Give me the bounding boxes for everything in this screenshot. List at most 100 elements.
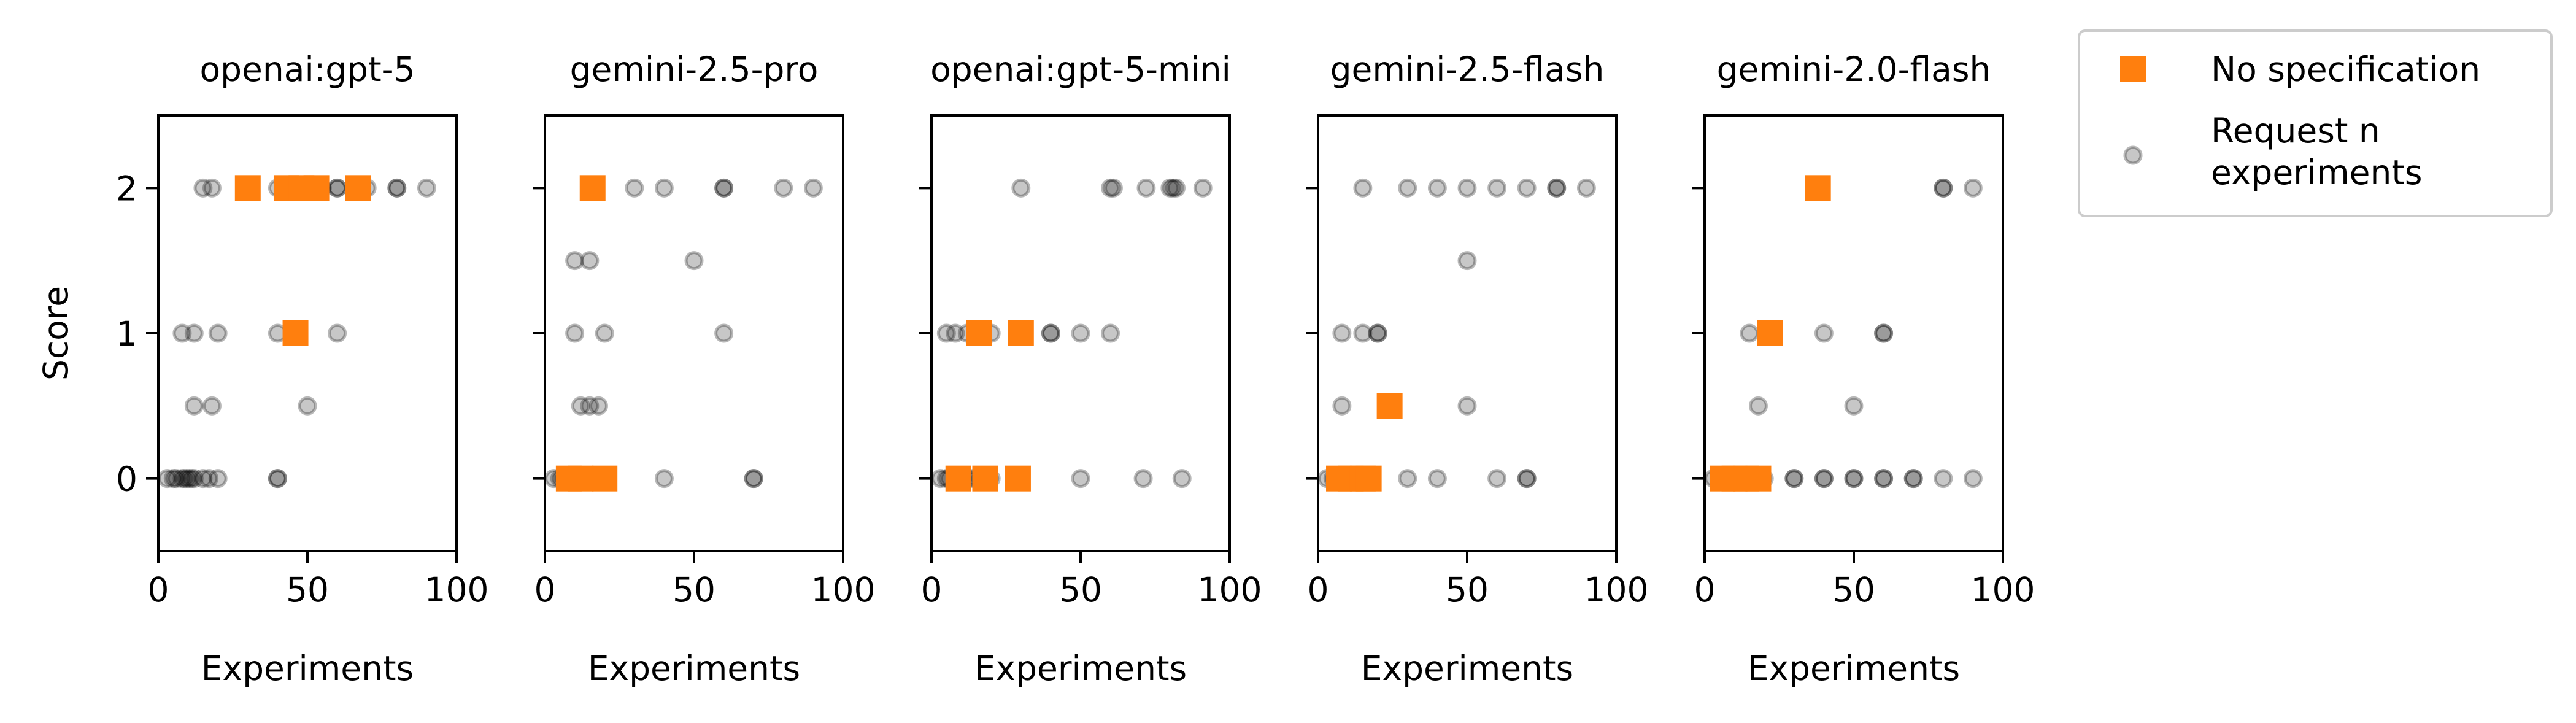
request-n-point (1163, 178, 1183, 198)
no-spec-point (234, 175, 261, 201)
request-n-point (1517, 178, 1537, 198)
request-n-point (936, 323, 956, 343)
request-n-point (1398, 469, 1417, 489)
request-n-point (1353, 178, 1373, 198)
panel-title: openai:gpt-5-mini (930, 50, 1231, 89)
request-n-point (1427, 178, 1447, 198)
no-spec-point (1745, 465, 1772, 492)
request-n-point (1740, 323, 1759, 343)
panel-title: gemini-2.0-flash (1717, 50, 1991, 89)
request-n-point (328, 178, 347, 198)
legend-no-spec-label: No specification (2211, 50, 2480, 89)
request-n-point (1576, 178, 1596, 198)
request-n-point (1934, 178, 1953, 198)
request-n-point (172, 323, 192, 343)
request-n-point (1963, 178, 1983, 198)
request-n-point (588, 396, 608, 416)
y-tick-label: 0 (116, 460, 137, 499)
x-tick-label: 100 (1584, 570, 1649, 609)
request-n-point (328, 323, 347, 343)
panel-title: gemini-2.5-pro (570, 50, 819, 89)
request-n-point (1167, 178, 1186, 198)
request-n-point (1517, 469, 1537, 489)
request-n-point (1814, 323, 1834, 343)
request-n-point (1748, 396, 1768, 416)
panel-frame (544, 114, 844, 552)
request-n-point (1368, 323, 1387, 343)
request-n-point (193, 469, 213, 489)
request-n-point (1874, 323, 1894, 343)
request-n-point (1136, 178, 1156, 198)
x-tick-label: 50 (1059, 570, 1102, 609)
no-spec-point (966, 320, 992, 346)
request-n-point (193, 178, 213, 198)
x-axis-label: Experiments (974, 649, 1187, 688)
x-tick-label: 0 (1308, 570, 1329, 609)
request-n-point (1814, 469, 1834, 489)
x-tick-label: 50 (673, 570, 715, 609)
request-n-point (1427, 469, 1447, 489)
panel-5: gemini-2.0-flash 0 50 100 Experiments (1692, 50, 2035, 688)
legend-no-spec-marker (2120, 56, 2146, 82)
request-n-point (1398, 178, 1417, 198)
no-spec-point (345, 175, 371, 201)
request-n-point (1041, 323, 1060, 343)
request-n-point (1784, 469, 1804, 489)
request-n-point (387, 178, 407, 198)
no-spec-point (592, 465, 618, 492)
request-n-point (684, 251, 704, 271)
request-n-point (1874, 469, 1894, 489)
request-n-point (202, 396, 222, 416)
request-n-point (714, 323, 734, 343)
request-n-point (1487, 469, 1507, 489)
request-n-point (580, 251, 600, 271)
request-n-point (1457, 251, 1477, 271)
no-spec-point (1005, 465, 1031, 492)
request-n-point (625, 178, 644, 198)
panel-4: gemini-2.5-flash 0 50 100 Experiments (1306, 50, 1648, 688)
x-tick-label: 50 (1832, 570, 1875, 609)
request-n-point (1844, 469, 1864, 489)
y-tick-label: 2 (116, 169, 137, 208)
request-n-point (1844, 396, 1864, 416)
no-spec-point (568, 465, 594, 492)
request-n-point (1517, 469, 1537, 489)
panel-2: gemini-2.5-pro 0 50 100 Experiments (533, 50, 875, 688)
request-n-point (595, 323, 614, 343)
request-n-point (1934, 469, 1953, 489)
x-axis-label: Experiments (1361, 649, 1573, 688)
x-axis-label: Experiments (588, 649, 800, 688)
request-n-point (1041, 323, 1060, 343)
x-tick-label: 0 (1694, 570, 1716, 609)
x-tick-label: 0 (148, 570, 169, 609)
request-n-point (1101, 323, 1120, 343)
no-spec-point (1376, 393, 1403, 419)
panel-frame (1317, 114, 1618, 552)
request-n-point (1011, 178, 1031, 198)
request-n-point (184, 323, 204, 343)
request-n-point (387, 178, 407, 198)
x-tick-label: 100 (1198, 570, 1262, 609)
request-n-point (163, 469, 183, 489)
request-n-point (571, 396, 590, 416)
request-n-point (1457, 396, 1477, 416)
no-spec-point (1805, 175, 1831, 201)
x-tick-label: 50 (286, 570, 329, 609)
x-tick-label: 100 (1971, 570, 2035, 609)
request-n-point (328, 178, 347, 198)
y-tick-label: 1 (116, 314, 137, 354)
request-n-point (714, 178, 734, 198)
request-n-point (1963, 469, 1983, 489)
request-n-point (1903, 469, 1923, 489)
request-n-point (1193, 178, 1213, 198)
request-n-point (1814, 469, 1834, 489)
request-n-point (803, 178, 823, 198)
no-spec-point (1355, 465, 1382, 492)
request-n-point (175, 469, 195, 489)
request-n-point (1903, 469, 1923, 489)
request-n-point (208, 323, 228, 343)
request-n-point (268, 469, 287, 489)
request-n-point (184, 396, 204, 416)
